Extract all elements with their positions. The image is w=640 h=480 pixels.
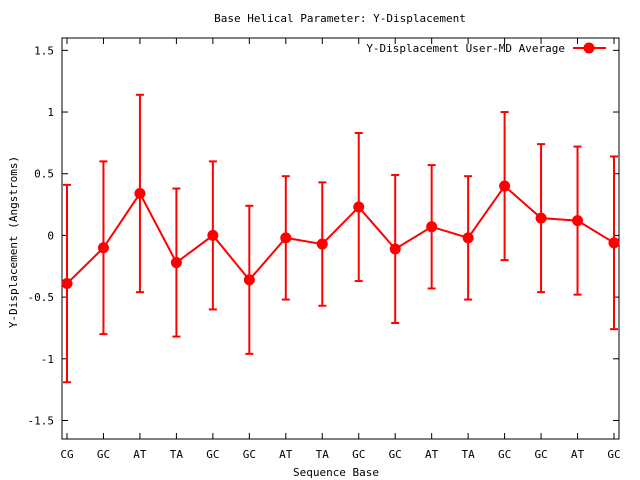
data-point xyxy=(572,215,584,227)
data-point xyxy=(207,229,219,241)
data-point xyxy=(426,221,438,233)
ticks-layer: -1.5 -1 -0.5 0 0.5 1 1.5 CG GC AT TA GC GC AT TA GC GC AT… xyxy=(28,38,621,461)
x-tick-label: GC xyxy=(206,448,219,461)
data-point xyxy=(97,242,109,254)
x-tick-label: GC xyxy=(243,448,256,461)
y-axis-label: Y-Displacement (Angstroms) xyxy=(7,156,20,328)
x-tick-label: GC xyxy=(534,448,547,461)
plot-frame xyxy=(61,37,620,440)
y-tick-label: 1 xyxy=(47,106,54,119)
data-point xyxy=(316,238,328,250)
y-tick-label: 1.5 xyxy=(34,44,54,57)
x-tick-label: TA xyxy=(170,448,184,461)
data-point xyxy=(608,237,620,249)
legend: Y-Displacement User-MD Average xyxy=(366,42,606,55)
legend-marker xyxy=(583,42,595,54)
data-point xyxy=(280,232,292,244)
x-tick-label: GC xyxy=(97,448,110,461)
data-point xyxy=(170,257,182,269)
data-point xyxy=(535,212,547,224)
data-point xyxy=(61,278,73,290)
x-tick-label: GC xyxy=(389,448,402,461)
data-point xyxy=(389,243,401,255)
x-tick-label: AT xyxy=(133,448,147,461)
y-tick-label: 0 xyxy=(47,229,54,242)
x-tick-label: GC xyxy=(498,448,511,461)
data-point xyxy=(353,201,365,213)
data-layer xyxy=(61,93,620,384)
x-tick-label: AT xyxy=(571,448,585,461)
data-point xyxy=(243,274,255,286)
x-tick-label: CG xyxy=(60,448,73,461)
x-tick-label: GC xyxy=(607,448,620,461)
chart-title: Base Helical Parameter: Y-Displacement xyxy=(214,12,466,25)
axes-layer xyxy=(61,37,620,440)
y-tick-label: 0.5 xyxy=(34,168,54,181)
y-tick-label: -0.5 xyxy=(28,291,55,304)
x-tick-label: TA xyxy=(316,448,330,461)
x-axis-label: Sequence Base xyxy=(293,466,379,479)
data-point xyxy=(134,187,146,199)
x-tick-label: GC xyxy=(352,448,365,461)
x-tick-label: TA xyxy=(462,448,476,461)
x-tick-label: AT xyxy=(279,448,293,461)
x-tick-label: AT xyxy=(425,448,439,461)
data-point xyxy=(499,180,511,192)
series-line xyxy=(66,184,615,285)
legend-label: Y-Displacement User-MD Average xyxy=(366,42,565,55)
y-tick-label: -1 xyxy=(41,353,54,366)
y-tick-label: -1.5 xyxy=(28,414,55,427)
data-point xyxy=(462,232,474,244)
